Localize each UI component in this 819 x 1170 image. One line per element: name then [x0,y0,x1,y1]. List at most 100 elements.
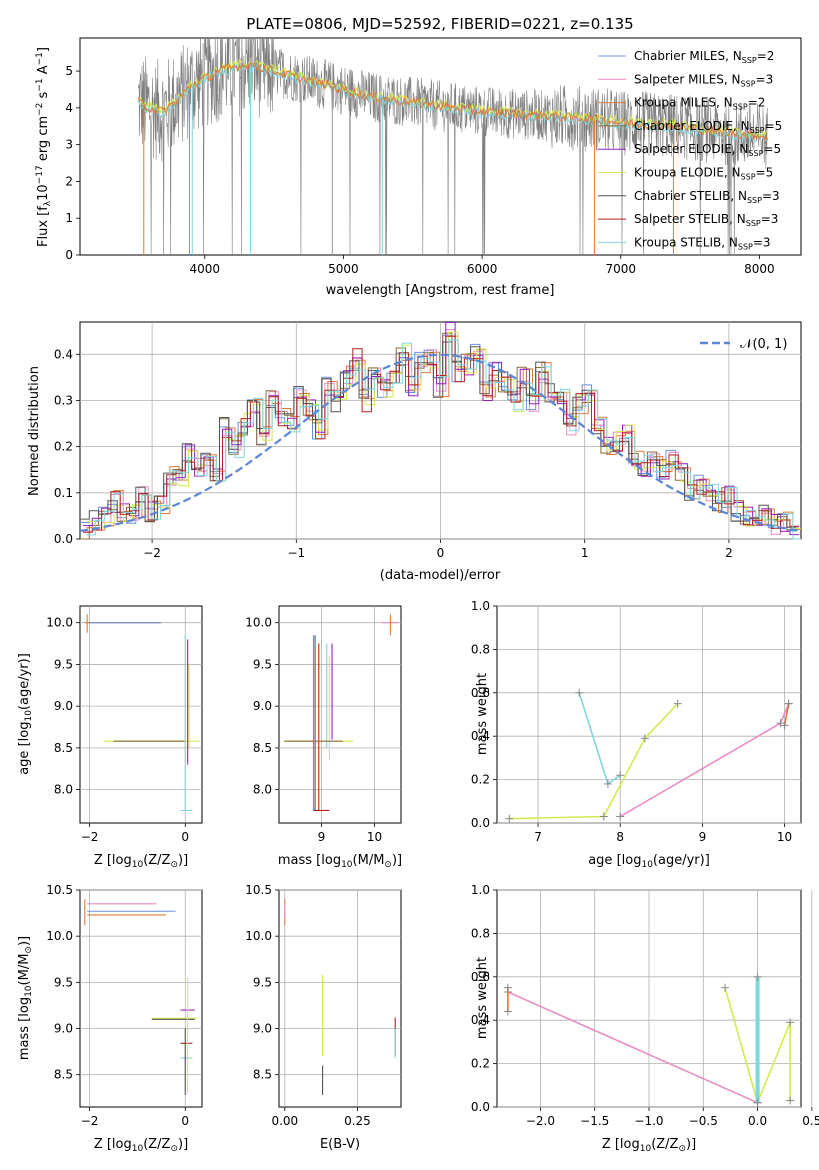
age-z-frame [79,605,203,824]
y-tick-label: 0.0 [54,532,73,546]
age-mass-frame [278,605,402,824]
mass-z-content: −2 0 8.5 9.0 9.5 10.0 10.5 [46,883,202,1128]
x-tick-label: 2 [725,546,733,560]
legend-subscript: SSP [746,219,761,228]
y-tick-label: 4 [65,101,73,115]
age-mass-xlabel: mass [log10(M/M⊙)] [278,853,402,870]
residual-xlabel: (data-model)/error [380,568,501,583]
mw-z-xlabel: Z [log10(Z/Z⊙)] [602,1137,696,1154]
residual-hist-line [86,339,801,540]
x-tick-label: 0 [437,546,445,560]
y-tick-label: 10.0 [245,616,272,630]
mass-z-frame [79,889,203,1108]
mass-z-xlabel: Z [log10(Z/Z⊙)] [94,1137,188,1154]
spectrum-model-line [137,60,769,143]
legend-label: Salpeter STELIB, NSSP=3 [634,212,778,228]
spectrum-lines [137,38,769,255]
spectrum-xlabel: wavelength [Angstrom, rest frame] [326,283,555,298]
legend-subscript: SSP [742,56,757,65]
y-tick-label: 9.5 [253,657,272,671]
x-tick-label: 0 [181,830,189,844]
spectrum-ylabel: Flux [fλ10−17 erg cm−2 s−1 A−1] [35,47,53,247]
y-tick-label: 8.5 [54,1068,73,1082]
mw-z-ylabel: mass weight [475,957,490,1039]
x-tick-label: 7000 [605,262,636,276]
mw-age-series [783,703,790,726]
mass-weight-z-panel: −2.0 −1.5 −1.0 −0.5 0.0 0.5 0.0 0.2 0.4 0.6 0.8 1.0… [471,883,819,1154]
x-tick-label: 9 [699,830,707,844]
y-tick-label: 5 [65,64,73,78]
x-tick-label: −2.0 [526,1114,555,1128]
spectrum-data-line [137,38,768,255]
x-tick-label: 9 [318,830,326,844]
x-tick-label: 5000 [328,262,359,276]
y-tick-label: 8.5 [54,741,73,755]
y-tick-label: 0.2 [471,773,490,787]
mass-ebv-content: 0.00 0.25 8.5 9.0 9.5 10.0 10.5 [245,883,401,1128]
mass-ebv-xlabel: E(B-V) [320,1137,360,1152]
y-tick-label: 0.8 [471,642,490,656]
age-z-ylabel: age [log10(age/yr)] [17,653,34,775]
x-tick-label: −2 [81,1114,99,1128]
residual-hist-line [83,335,800,533]
y-tick-label: 1.0 [471,883,490,897]
x-tick-label: 6000 [467,262,498,276]
x-tick-label: −2 [81,830,99,844]
legend-label: Chabrier ELODIE, NSSP=5 [634,119,782,135]
legend-count: =3 [762,189,780,203]
residual-ylabel: Normed distribution [27,366,42,496]
legend-subscript: SSP [741,173,756,182]
mass-ebv-frame [278,889,402,1108]
y-tick-label: 0.1 [54,486,73,500]
y-tick-label: 9.0 [54,1022,73,1036]
x-tick-label: 0.5 [802,1114,819,1128]
legend-label: Salpeter ELODIE, NSSP=5 [634,142,781,158]
y-tick-label: 3 [65,138,73,152]
legend-subscript: SSP [748,149,763,158]
legend-subscript: SSP [741,79,756,88]
mass-z-ylabel: mass [log10(M/M⊙)] [17,936,34,1060]
legend-label: Chabrier STELIB, NSSP=3 [634,189,780,205]
legend-count: =5 [763,142,781,156]
y-tick-label: 8.0 [54,783,73,797]
y-tick-label: 0.6 [471,686,490,700]
y-tick-label: 0.4 [54,347,73,361]
y-tick-label: 0.0 [471,1100,490,1114]
x-tick-label: 0.00 [271,1114,298,1128]
legend-count: =3 [756,72,774,86]
x-tick-label: 0.0 [748,1114,767,1128]
y-tick-label: 9.0 [54,699,73,713]
spectrum-ticks: 4000 5000 6000 7000 8000 0 1 2 3 4 5 [65,64,774,276]
residual-hist-line [80,341,797,528]
y-tick-label: 0.6 [471,970,490,984]
legend-label: Kroupa ELODIE, NSSP=5 [634,166,773,182]
x-tick-label: 8 [616,830,624,844]
normal-curve [79,353,802,532]
y-tick-label: 8.5 [253,1068,272,1082]
age-z-xlabel: Z [log10(Z/Z⊙)] [94,853,188,870]
mw-age-xlabel: age [log10(age/yr)] [588,853,710,870]
x-tick-label: −1 [287,546,305,560]
legend-label: Salpeter MILES, NSSP=3 [634,72,773,88]
y-tick-label: 1.0 [471,599,490,613]
age-mass-content: 9 10 8.0 8.5 9.0 9.5 10.0 [245,606,401,844]
residual-histograms [79,322,802,540]
y-tick-label: 10.5 [245,883,272,897]
x-tick-label: −2 [143,546,161,560]
y-tick-label: 8.0 [253,783,272,797]
spectrum-panel: 4000 5000 6000 7000 8000 0 1 2 3 4 5 Chabrier MILE… [35,37,802,298]
x-tick-label: 8000 [744,262,775,276]
x-tick-label: −1.0 [634,1114,663,1128]
y-tick-label: 8.5 [253,741,272,755]
y-tick-label: 10.5 [46,883,73,897]
residual-panel: −2 −1 0 1 2 0.0 0.1 0.2 0.3 0.4 𝒩(0, 1) (data-mod… [27,321,802,583]
y-tick-label: 9.5 [253,975,272,989]
y-tick-label: 10.0 [46,616,73,630]
legend-subscript: SSP [738,242,753,251]
y-tick-label: 10.0 [245,929,272,943]
legend-label: Kroupa MILES, NSSP=2 [634,96,765,112]
mass-vs-z-panel: −2 0 8.5 9.0 9.5 10.0 10.5 Z [log10(Z/Z⊙)] mas… [17,883,203,1154]
legend-count: =3 [761,212,779,226]
mw-age-series [509,703,679,820]
